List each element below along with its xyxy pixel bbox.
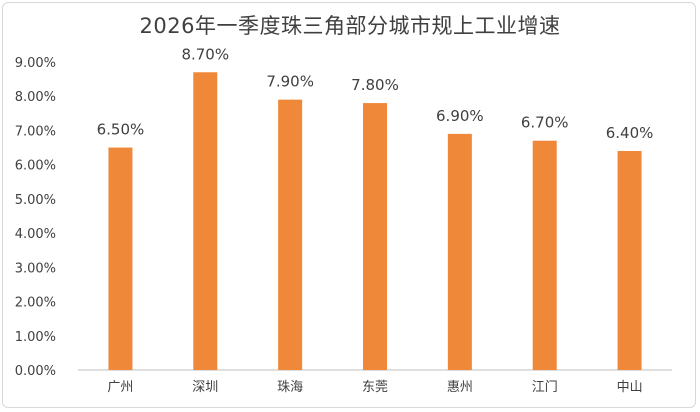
bar [532, 140, 557, 370]
data-labels: 6.50% 8.70% 7.90% 7.80% 6.90% 6.70% 6.40% [97, 45, 654, 142]
y-tick-label: 1.00% [15, 330, 56, 345]
chart-title: 2026年一季度珠三角部分城市规上工业增速 [139, 14, 561, 38]
y-tick-label: 3.00% [15, 261, 56, 276]
y-tick-label: 8.00% [15, 90, 56, 105]
y-tick-label: 4.00% [15, 227, 56, 242]
x-tick-label: 中山 [617, 380, 643, 395]
data-label: 6.70% [521, 114, 569, 132]
y-tick-label: 0.00% [15, 364, 56, 379]
data-label: 6.40% [606, 124, 654, 142]
data-label: 6.50% [97, 121, 145, 139]
bar [363, 103, 387, 371]
data-label: 6.90% [436, 107, 484, 125]
bar [108, 147, 133, 370]
bar [617, 150, 642, 370]
bar [193, 72, 218, 371]
bar [447, 133, 472, 370]
y-tick-label: 2.00% [15, 296, 56, 311]
y-tick-label: 6.00% [15, 159, 56, 174]
x-tick-label: 惠州 [447, 380, 473, 395]
x-tick-label: 东莞 [362, 380, 388, 395]
y-tick-label: 5.00% [15, 193, 56, 208]
y-tick-label: 9.00% [15, 56, 56, 71]
data-label: 8.70% [181, 45, 229, 63]
data-label: 7.80% [351, 76, 399, 94]
y-axis-ticks: 0.00% 1.00% 2.00% 3.00% 4.00% 5.00% 6.00% 7.00%… [15, 56, 56, 379]
bars [108, 72, 642, 371]
x-axis-ticks: 广州 深圳 珠海 东莞 惠州 江门 中山 [107, 380, 642, 395]
y-tick-label: 7.00% [15, 124, 56, 139]
x-tick-label: 深圳 [192, 380, 218, 395]
x-tick-label: 珠海 [277, 380, 303, 395]
x-tick-label: 广州 [107, 380, 133, 395]
x-tick-label: 江门 [532, 380, 558, 395]
data-label: 7.90% [266, 73, 314, 91]
bar [278, 99, 303, 371]
